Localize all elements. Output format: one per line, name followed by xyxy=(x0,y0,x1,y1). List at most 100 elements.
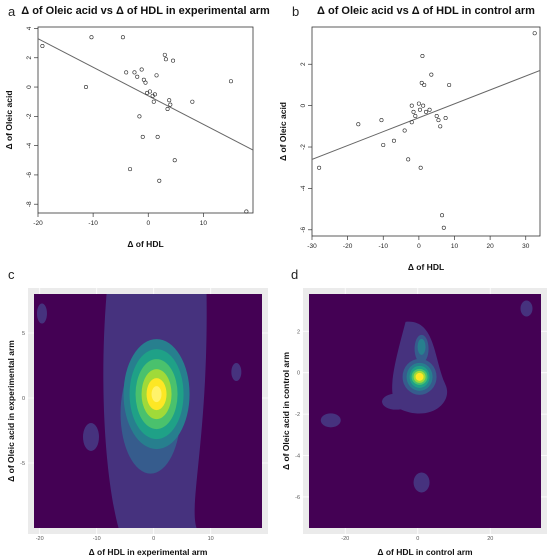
x-tick-label: 30 xyxy=(522,243,530,250)
plot-frame-b xyxy=(311,26,541,237)
y-tick-label: 0 xyxy=(297,371,300,377)
data-point xyxy=(172,158,177,163)
data-point xyxy=(83,85,88,90)
x-tick-label: 20 xyxy=(487,243,495,250)
data-point xyxy=(441,225,446,230)
x-tick-label: -20 xyxy=(343,243,353,250)
density-peak xyxy=(151,386,162,403)
data-point xyxy=(163,57,168,62)
data-point xyxy=(157,178,162,183)
x-tick-label: 0 xyxy=(417,243,421,250)
data-point xyxy=(152,92,157,97)
data-point xyxy=(89,35,94,40)
data-point xyxy=(162,52,167,57)
y-tick-label: -4 xyxy=(26,142,33,148)
density-level xyxy=(413,472,430,493)
data-point xyxy=(409,103,414,108)
x-tick-label: 20 xyxy=(487,536,493,542)
x-tick-label: 0 xyxy=(146,220,150,227)
panel-letter-c: c xyxy=(8,267,15,282)
density-level xyxy=(417,338,426,355)
y-tick-label: -4 xyxy=(300,185,307,191)
y-tick-label: 0 xyxy=(22,396,25,402)
scatter-panel-b: b Δ of Oleic acid vs Δ of HDL in control … xyxy=(278,4,541,272)
x-tick-label: 10 xyxy=(200,220,208,227)
data-point xyxy=(409,120,414,125)
data-point xyxy=(40,44,45,49)
density-level xyxy=(231,363,242,381)
data-point xyxy=(167,98,172,103)
x-tick-label: -10 xyxy=(379,243,389,250)
data-point xyxy=(165,107,170,112)
data-point xyxy=(532,31,537,36)
data-point xyxy=(147,89,152,94)
regression-line xyxy=(38,38,253,151)
x-tick-label: 0 xyxy=(416,536,419,542)
y-axis-label: Δ of Oleic acid in experimental arm xyxy=(6,340,16,482)
data-point xyxy=(422,82,427,87)
density-level xyxy=(382,393,410,410)
panel-letter-b: b xyxy=(292,4,299,19)
x-tick-label: -20 xyxy=(33,220,43,227)
panel-letter-a: a xyxy=(8,4,16,19)
data-point xyxy=(406,157,411,162)
data-point xyxy=(317,165,322,170)
data-point xyxy=(139,67,144,72)
y-tick-label: -8 xyxy=(26,201,33,207)
y-tick-label: -2 xyxy=(295,412,300,418)
density-contours xyxy=(36,294,242,528)
y-tick-label: 2 xyxy=(297,329,300,335)
data-point xyxy=(228,79,233,84)
y-tick-label: -6 xyxy=(26,172,33,178)
plot-frame-a xyxy=(37,26,254,214)
regression-line xyxy=(312,69,540,160)
x-tick-label: -10 xyxy=(93,536,101,542)
y-tick-label: -5 xyxy=(20,461,25,467)
data-point xyxy=(419,80,424,85)
data-point xyxy=(391,138,396,143)
data-point xyxy=(436,118,441,123)
x-tick-label: -20 xyxy=(36,536,44,542)
x-axis-label: Δ of HDL in control arm xyxy=(377,547,473,557)
density-level xyxy=(320,413,341,428)
y-tick-label: -2 xyxy=(300,144,307,150)
data-point xyxy=(137,114,142,119)
data-point xyxy=(440,213,445,218)
y-tick-label: 0 xyxy=(26,85,33,89)
x-tick-label: 10 xyxy=(208,536,214,542)
data-point xyxy=(128,167,133,172)
chart-title-a: Δ of Oleic acid vs Δ of HDL in experimen… xyxy=(21,5,270,17)
data-point xyxy=(379,118,384,123)
y-tick-label: 4 xyxy=(26,26,33,30)
data-point xyxy=(438,124,443,129)
y-axis-label: Δ of Oleic acid in control arm xyxy=(281,352,291,470)
data-point xyxy=(427,107,432,112)
data-point xyxy=(154,73,159,78)
x-tick-label: 10 xyxy=(451,243,459,250)
x-axis-label: Δ of HDL xyxy=(127,239,163,249)
data-point xyxy=(140,134,145,139)
data-point xyxy=(413,113,418,118)
data-point xyxy=(411,109,416,114)
data-point xyxy=(416,101,421,106)
y-tick-label: 2 xyxy=(300,62,307,66)
chart-title-b: Δ of Oleic acid vs Δ of HDL in control a… xyxy=(317,5,535,17)
density-level xyxy=(520,300,533,317)
data-point xyxy=(434,113,439,118)
data-point xyxy=(120,35,125,40)
density-level xyxy=(132,503,189,528)
x-tick-label: -20 xyxy=(341,536,349,542)
data-point xyxy=(443,116,448,121)
data-point xyxy=(423,109,428,114)
data-point xyxy=(168,102,173,107)
y-tick-label: -6 xyxy=(295,495,300,501)
density-contours xyxy=(320,300,533,493)
x-axis-label: Δ of HDL in experimental arm xyxy=(89,547,208,557)
y-tick-label: -2 xyxy=(26,113,33,119)
data-point xyxy=(417,107,422,112)
y-tick-label: -6 xyxy=(300,227,307,233)
y-tick-label: 5 xyxy=(22,331,25,337)
y-tick-label: 2 xyxy=(26,56,33,60)
